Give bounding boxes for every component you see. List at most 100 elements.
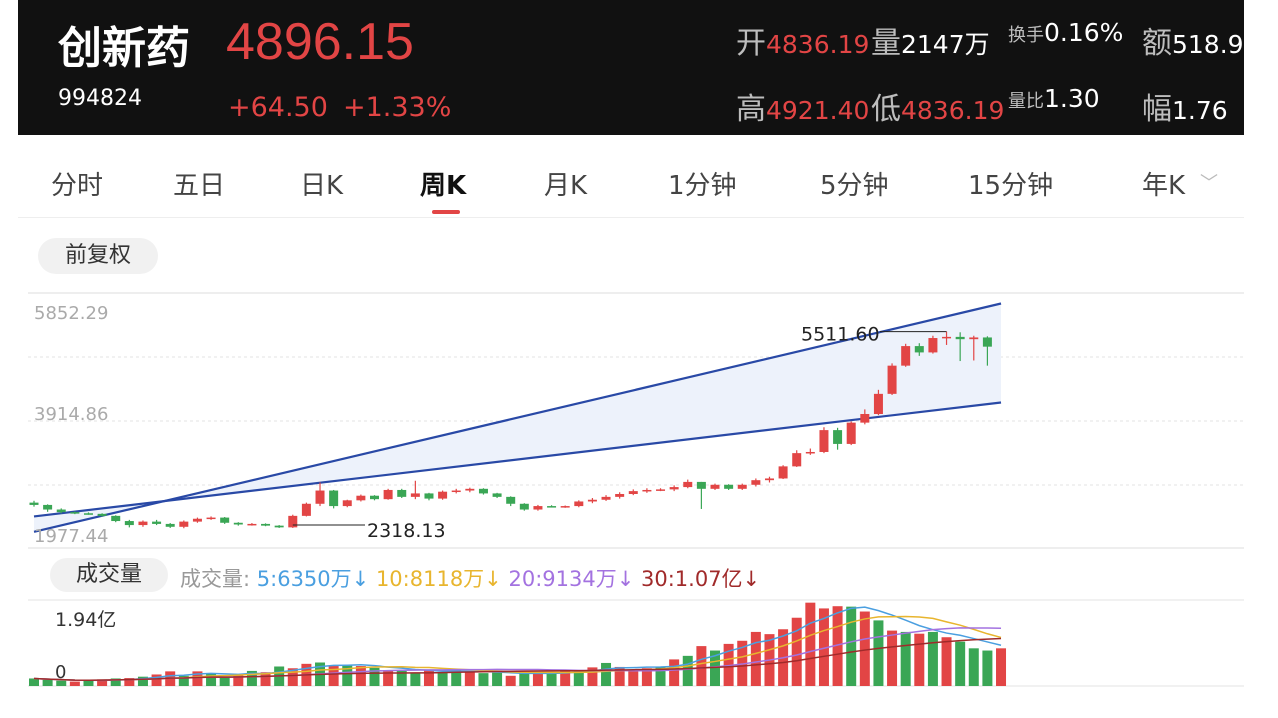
candle-body <box>138 521 148 526</box>
volume-bar <box>492 672 503 686</box>
candle-body <box>370 495 379 500</box>
volume-bar <box>42 679 53 686</box>
candle-body <box>547 506 557 508</box>
stat-open-label: 开 <box>736 26 766 61</box>
candle-body <box>669 487 679 490</box>
candle-body <box>465 488 475 491</box>
candle-body <box>56 509 66 513</box>
tab-weekly-k[interactable]: 周K <box>420 171 467 201</box>
volume-bar <box>219 677 230 686</box>
volume-bar <box>97 679 108 686</box>
volume-bar <box>464 672 475 686</box>
annotation-low-label: 2318.13 <box>367 520 446 542</box>
candle-body <box>628 491 638 494</box>
volume-bar <box>478 673 489 686</box>
index-name: 创新药 <box>58 23 190 74</box>
candle-body <box>301 503 311 516</box>
active-tab-indicator <box>432 210 460 214</box>
candle-body <box>97 513 107 516</box>
volume-bar <box>546 673 557 686</box>
volume-bar <box>192 671 203 686</box>
volume-bar <box>696 646 707 686</box>
tab-daily-k[interactable]: 日K <box>300 171 344 201</box>
right-edge <box>1244 0 1278 718</box>
tab-5min[interactable]: 5分钟 <box>820 171 889 201</box>
stat-open-value: 4836.19 <box>766 30 870 59</box>
candle-body <box>751 480 761 485</box>
tab-yearly-k[interactable]: 年K <box>1142 171 1186 201</box>
channel-lower-line <box>33 401 1002 518</box>
volume-bar <box>260 672 271 686</box>
chevron-down-icon[interactable]: ﹀ <box>1200 173 1218 194</box>
candle-body <box>833 430 843 444</box>
volume-bar <box>56 680 67 686</box>
candle-body <box>615 493 625 497</box>
candle-body <box>506 496 516 504</box>
volume-indicator-button[interactable]: 成交量 <box>50 558 168 592</box>
candle-body <box>656 489 666 491</box>
volume-bar <box>641 668 652 686</box>
stat-amplitude-value: 1.76 <box>1172 96 1228 125</box>
stat-amount-label: 额 <box>1142 26 1172 61</box>
candle-body <box>274 525 284 528</box>
volume-bar <box>900 631 911 686</box>
volume-legend-title: 成交量: <box>180 567 251 591</box>
volume-bar <box>968 648 979 686</box>
candle-body <box>764 478 774 481</box>
candle-body <box>206 517 216 520</box>
candle-body <box>329 490 339 507</box>
candle-body <box>70 512 80 514</box>
stat-amplitude-label: 幅 <box>1142 92 1172 127</box>
volume-bar <box>887 630 898 686</box>
candle-body <box>451 490 461 493</box>
volume-ma-line <box>33 637 1002 681</box>
volume-bar <box>941 637 952 686</box>
tab-intraday[interactable]: 分时 <box>51 171 104 201</box>
candle-body <box>43 504 53 510</box>
volume-bar <box>859 611 870 686</box>
candle-body <box>710 484 720 489</box>
quote-header: 创新药 4896.15 994824 +64.50 +1.33% 开4836.1… <box>18 0 1244 135</box>
tab-15min[interactable]: 15分钟 <box>968 171 1054 201</box>
volume-bar <box>573 670 584 686</box>
candle-body <box>165 523 175 527</box>
volume-bar <box>83 680 94 686</box>
volume-bar <box>178 675 189 686</box>
candle-body <box>533 506 543 510</box>
volume-bar <box>396 670 407 686</box>
volume-bar <box>206 673 217 686</box>
volume-bar <box>519 672 530 686</box>
volume-bar <box>996 648 1007 686</box>
annotation-high-label: 5511.60 <box>801 324 880 346</box>
candle-body <box>860 413 870 423</box>
volume-bar <box>342 665 353 686</box>
volume-bar <box>669 659 680 686</box>
stat-volume-label: 量 <box>871 26 901 61</box>
volume-bar <box>614 666 625 686</box>
stat-turnover-label: 换手 <box>1008 25 1044 46</box>
volume-bar <box>682 655 693 686</box>
candle-body <box>383 489 393 500</box>
stat-volume-ratio: 量比1.30 <box>1008 84 1100 113</box>
volume-bar <box>560 671 571 686</box>
adjust-button[interactable]: 前复权 <box>38 238 158 274</box>
candle-body <box>560 506 570 508</box>
candle-body <box>83 513 93 515</box>
volume-bar <box>410 672 421 686</box>
volume-bar <box>151 674 162 686</box>
candle-body <box>914 346 924 353</box>
y-tick-label: 1977.44 <box>34 526 108 547</box>
candle-body <box>928 338 938 353</box>
tab-five-day[interactable]: 五日 <box>173 171 226 201</box>
tab-1min[interactable]: 1分钟 <box>668 171 737 201</box>
volume-bar <box>369 667 380 686</box>
volume-bar <box>710 650 720 686</box>
candle-body <box>220 517 230 523</box>
stat-low-value: 4836.19 <box>901 96 1005 125</box>
volume-bar <box>750 631 761 686</box>
tab-monthly-k[interactable]: 月K <box>544 171 588 201</box>
candle-body <box>492 493 502 497</box>
candle-body <box>955 336 965 340</box>
candle-body <box>724 484 734 489</box>
candle-body <box>969 337 979 340</box>
